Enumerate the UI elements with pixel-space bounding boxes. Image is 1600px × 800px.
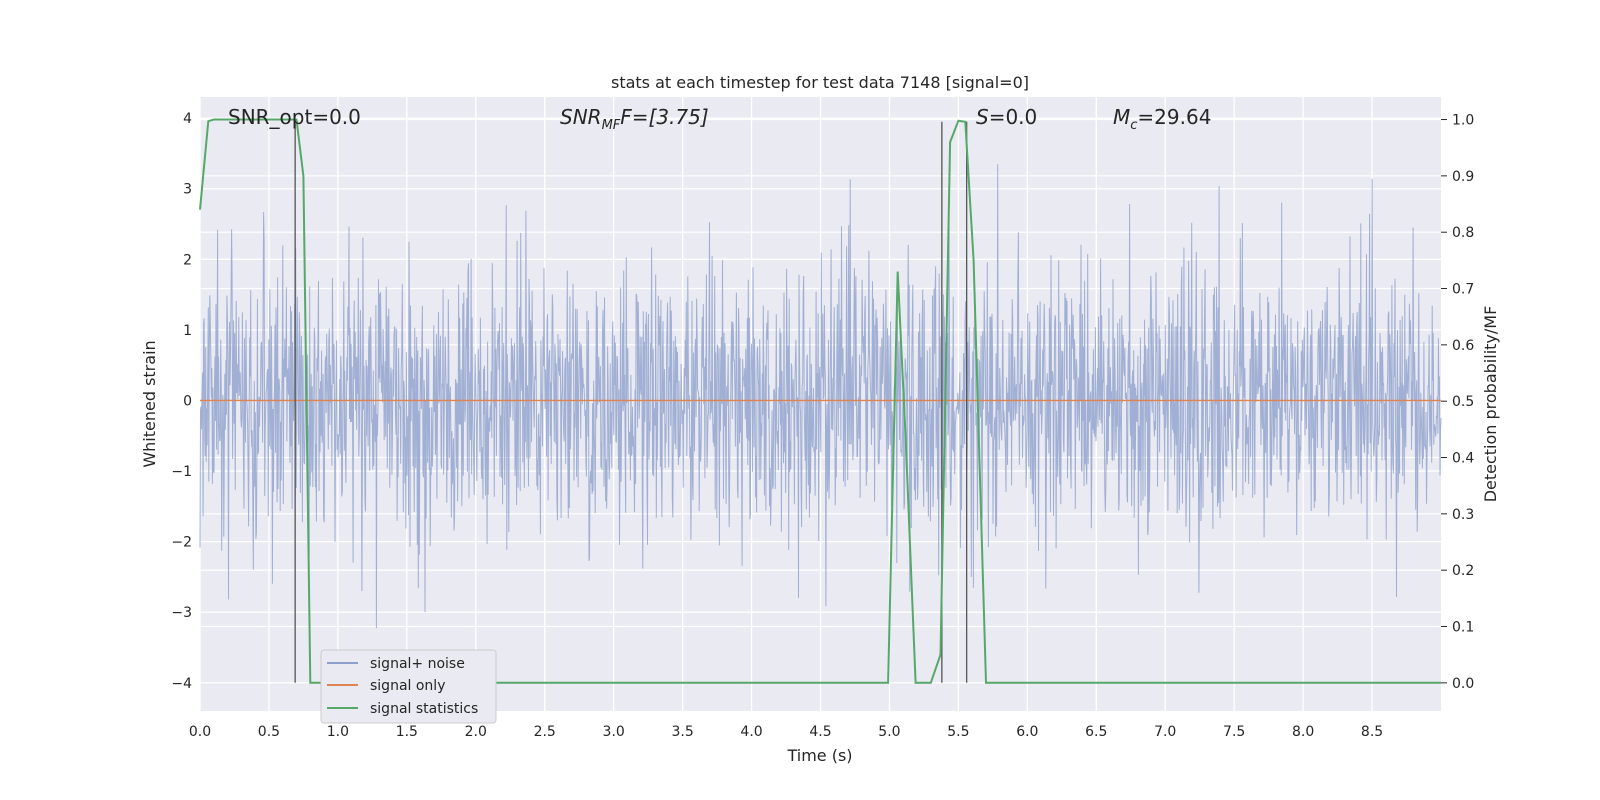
x-tick-label: 1.0 bbox=[327, 724, 349, 740]
y-tick-label: 0 bbox=[183, 393, 192, 409]
x-tick-label: 7.0 bbox=[1154, 724, 1176, 740]
x-tick-label: 8.0 bbox=[1292, 724, 1314, 740]
y2-tick-label: 0.7 bbox=[1452, 282, 1474, 298]
signal-statistics-line bbox=[199, 118, 1441, 684]
y-tick-label: −2 bbox=[171, 535, 192, 551]
y2-tick-label: 0.1 bbox=[1452, 620, 1474, 636]
y2-tick-label: 0.0 bbox=[1452, 676, 1474, 692]
y2-tick-label: 0.6 bbox=[1452, 338, 1474, 354]
x-tick-label: 5.0 bbox=[878, 724, 900, 740]
x-tick-label: 4.0 bbox=[740, 724, 762, 740]
annotation-snr-mf: SNRMFF=[3.75] bbox=[560, 105, 709, 133]
y-tick-label: 1 bbox=[183, 323, 192, 339]
y-tick-label: −1 bbox=[171, 464, 192, 480]
y2-tick-label: 1.0 bbox=[1452, 113, 1474, 129]
x-tick-label: 3.0 bbox=[603, 724, 625, 740]
y2-tick-label: 0.2 bbox=[1452, 563, 1474, 579]
y2-axis-label: Detection probability/MF bbox=[1481, 306, 1500, 503]
x-tick-label: 2.0 bbox=[465, 724, 487, 740]
x-tick-label: 3.5 bbox=[671, 724, 693, 740]
annotation-mc: Mc=29.64 bbox=[1113, 105, 1211, 133]
legend-label-signal-noise: signal+ noise bbox=[370, 656, 465, 672]
y2-tick-label: 0.4 bbox=[1452, 451, 1474, 467]
y-tick-label: 2 bbox=[183, 252, 192, 268]
y-tick-labels: 4 3 2 1 0 −1 −2 −3 −4 bbox=[171, 111, 192, 692]
x-tick-label: 5.5 bbox=[947, 724, 969, 740]
series-signal-statistics bbox=[199, 118, 1441, 684]
x-tick-label: 4.5 bbox=[809, 724, 831, 740]
chart-title: stats at each timestep for test data 714… bbox=[611, 73, 1029, 92]
x-tick-label: 8.5 bbox=[1361, 724, 1383, 740]
y-tick-label: 3 bbox=[183, 182, 192, 198]
x-tick-label: 2.5 bbox=[534, 724, 556, 740]
y-tick-label: 4 bbox=[183, 111, 192, 127]
x-tick-label: 6.5 bbox=[1085, 724, 1107, 740]
x-tick-label: 6.0 bbox=[1016, 724, 1038, 740]
y-axis-label: Whitened strain bbox=[140, 340, 159, 467]
annotation-snr-opt: SNR_opt=0.0 bbox=[228, 105, 361, 129]
annotation-s: S=0.0 bbox=[976, 105, 1037, 129]
y2-tick-label: 0.9 bbox=[1452, 169, 1474, 185]
y-tick-label: −3 bbox=[171, 605, 192, 621]
y2-tick-label: 0.5 bbox=[1452, 394, 1474, 410]
x-tick-labels: 0.0 0.5 1.0 1.5 2.0 2.5 3.0 3.5 4.0 4.5 5.0 5.5 6.0 6… bbox=[189, 724, 1383, 740]
y2-tick-label: 0.3 bbox=[1452, 507, 1474, 523]
signal-noise-line bbox=[199, 164, 1442, 629]
y2-tick-labels: 1.0 0.9 0.8 0.7 0.6 0.5 0.4 0.3 0.2 0.1 0.0 bbox=[1441, 113, 1474, 692]
series-signal-noise bbox=[199, 164, 1442, 629]
legend: signal+ noise signal only signal statist… bbox=[320, 649, 497, 724]
x-tick-label: 7.5 bbox=[1223, 724, 1245, 740]
legend-box bbox=[320, 649, 497, 724]
legend-label-signal-only: signal only bbox=[370, 678, 445, 694]
x-tick-label: 0.5 bbox=[258, 724, 280, 740]
x-tick-label: 1.5 bbox=[396, 724, 418, 740]
legend-label-signal-statistics: signal statistics bbox=[370, 701, 478, 717]
y2-tick-label: 0.8 bbox=[1452, 225, 1474, 241]
y-tick-label: −4 bbox=[171, 676, 192, 692]
x-axis-label: Time (s) bbox=[786, 746, 852, 765]
x-tick-label: 0.0 bbox=[189, 724, 211, 740]
